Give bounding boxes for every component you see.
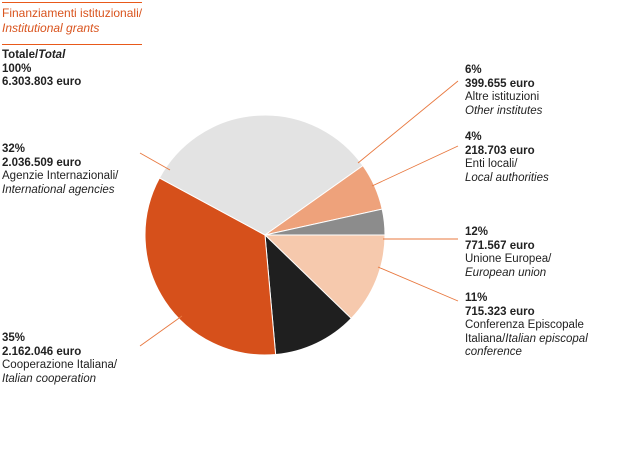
slice-label-coop: 35% 2.162.046 euro Cooperazione Italiana… — [2, 332, 118, 385]
leader-line-local — [371, 145, 459, 187]
leader-line-agencies — [139, 152, 171, 171]
total-percent: 100% — [2, 62, 32, 75]
slice-agencies — [158, 114, 364, 236]
total-amount: 6.303.803 euro — [2, 76, 82, 88]
slice-coop — [144, 177, 277, 356]
slice-label-eu: 12% 771.567 euro Unione Europea/ Europea… — [465, 226, 552, 279]
slice-label-agencies: 32% 2.036.509 euro Agenzie Internazional… — [2, 143, 119, 196]
leader-line-other — [357, 80, 459, 164]
slice-local — [264, 208, 386, 236]
slice-label-local: 4% 218.703 euro Enti locali/ Local autho… — [465, 131, 549, 184]
pie-slices — [144, 114, 386, 356]
leader-lines — [139, 80, 459, 347]
title-bottom-rule — [2, 44, 142, 45]
title-line-1: Finanziamenti istituzionali/ — [2, 6, 143, 20]
slice-cei — [264, 233, 352, 356]
slice-label-other: 6% 399.655 euro Altre istituzioni Other … — [465, 64, 543, 117]
title-line-2: Institutional grants — [2, 21, 100, 35]
chart-title: Finanziamenti istituzionali/ Institution… — [2, 2, 143, 45]
total-label-en: Total — [38, 49, 66, 61]
total-label-it: Totale/ — [2, 49, 39, 61]
title-top-rule — [2, 2, 142, 3]
leader-line-coop — [139, 315, 183, 347]
total-label: Totale/Total 100% 6.303.803 euro — [2, 49, 81, 90]
leader-line-cei — [377, 266, 459, 302]
slice-label-cei: 11% 715.323 euro Conferenza Episcopale I… — [465, 292, 588, 358]
